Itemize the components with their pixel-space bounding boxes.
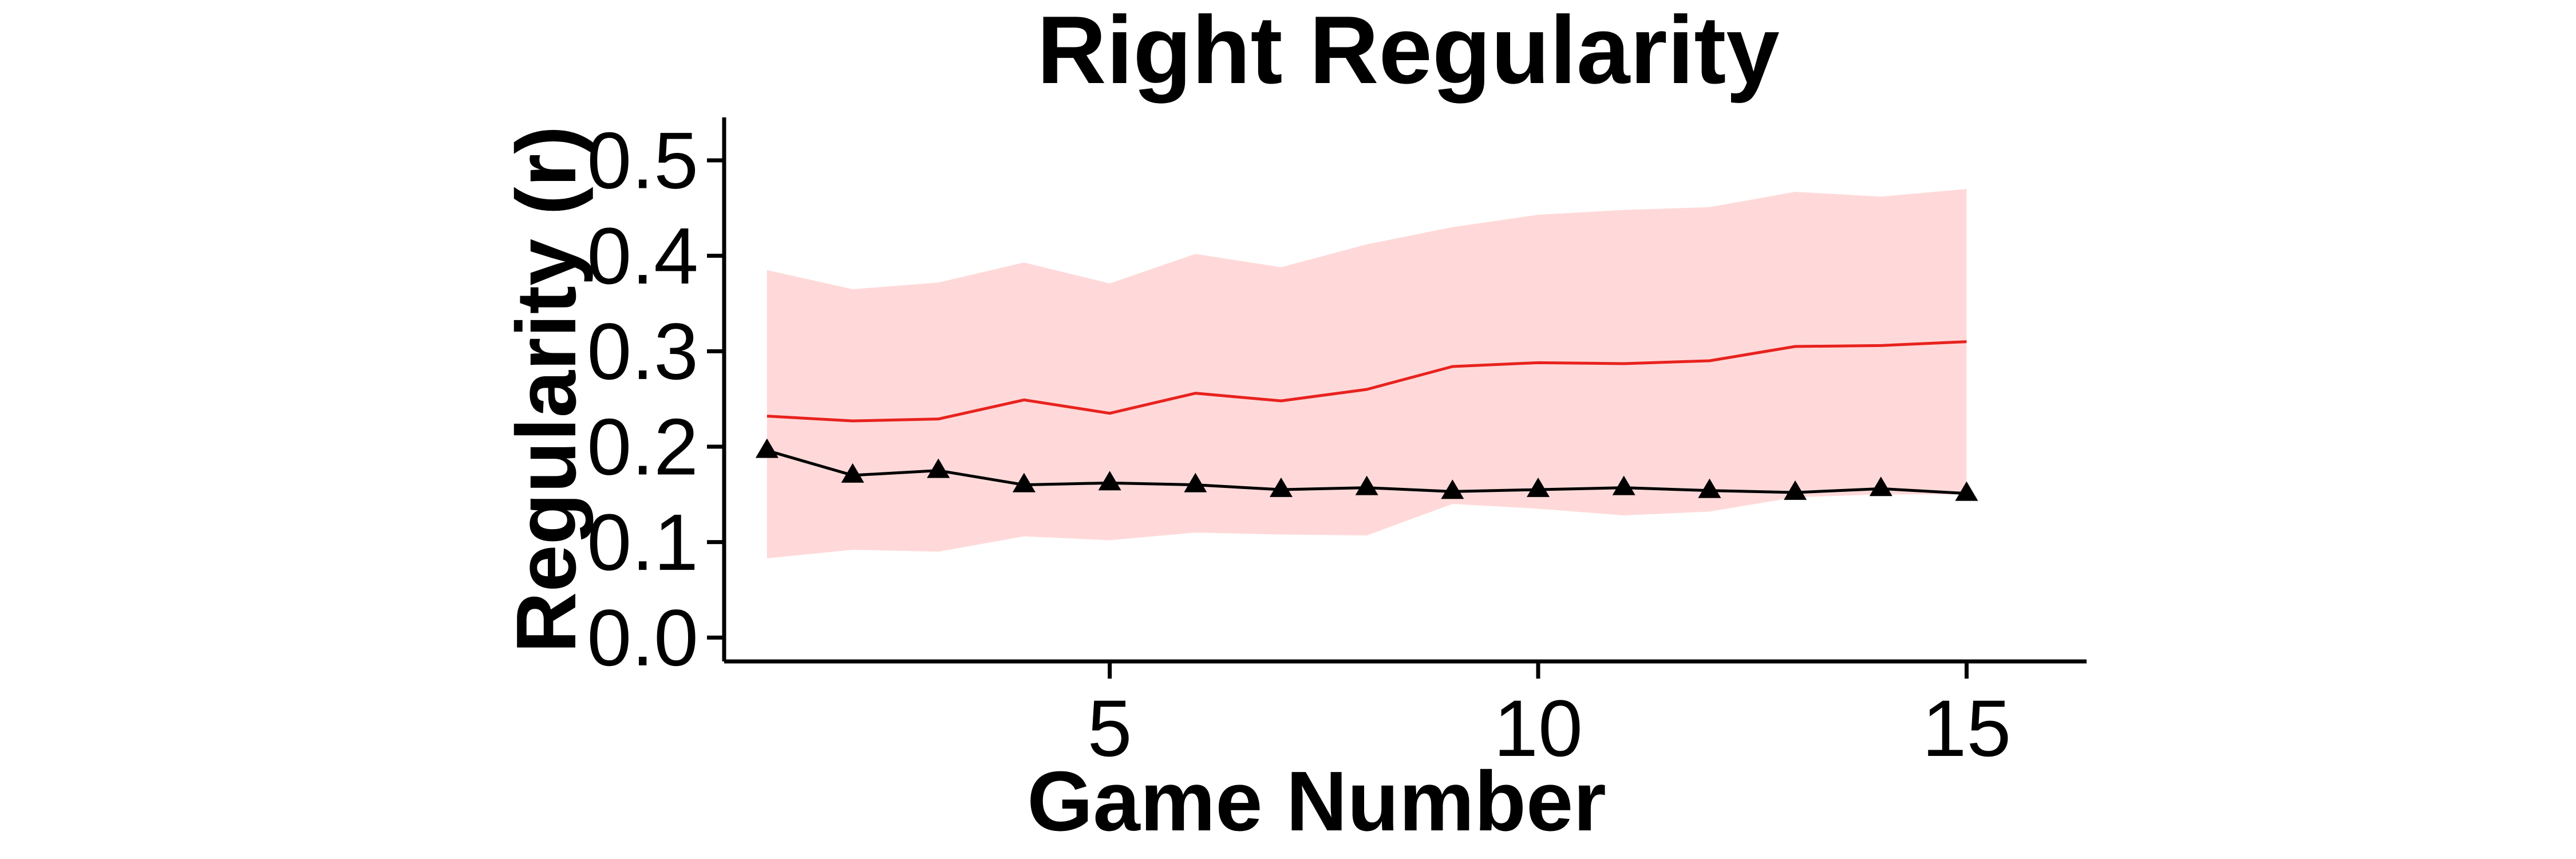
y-tick-label: 0.0 bbox=[587, 593, 698, 683]
x-tick-label: 10 bbox=[1494, 683, 1583, 773]
x-tick-label: 15 bbox=[1922, 683, 2012, 773]
axes bbox=[722, 117, 2087, 664]
x-axis-label: Game Number bbox=[1027, 754, 1606, 849]
y-tick-label: 0.2 bbox=[587, 402, 698, 492]
series-2-marker bbox=[1184, 472, 1207, 492]
series-2-marker bbox=[1955, 481, 1978, 501]
series-2-marker bbox=[1784, 480, 1807, 500]
confidence-band bbox=[767, 189, 1967, 558]
x-tick-label: 5 bbox=[1088, 683, 1132, 773]
plot-area bbox=[755, 189, 1978, 558]
series-2-marker bbox=[755, 438, 779, 458]
series-1-line bbox=[767, 340, 1967, 423]
y-tick-label: 0.4 bbox=[587, 211, 698, 301]
ticks: 0.00.10.20.30.40.5 5 10 15 bbox=[587, 116, 2011, 774]
y-axis-label: Regularity (r) bbox=[499, 125, 594, 653]
series-2-marker bbox=[1355, 475, 1378, 495]
y-tick-label: 0.5 bbox=[587, 116, 698, 206]
series-2-marker bbox=[1012, 472, 1036, 492]
series-2-marker bbox=[1098, 471, 1121, 491]
chart-title: Right Regularity bbox=[1037, 0, 1779, 104]
series-2-marker bbox=[1612, 475, 1635, 495]
series-2-marker bbox=[927, 458, 950, 478]
series-2-marker bbox=[1441, 479, 1464, 499]
series-2-marker bbox=[1698, 478, 1721, 498]
series-2-marker bbox=[1869, 476, 1893, 497]
series-2-marker bbox=[1527, 477, 1550, 497]
y-tick-label: 0.1 bbox=[587, 497, 698, 587]
y-tick-label: 0.3 bbox=[587, 306, 698, 396]
series-2-marker bbox=[1269, 477, 1293, 497]
series-2-marker bbox=[841, 463, 864, 483]
